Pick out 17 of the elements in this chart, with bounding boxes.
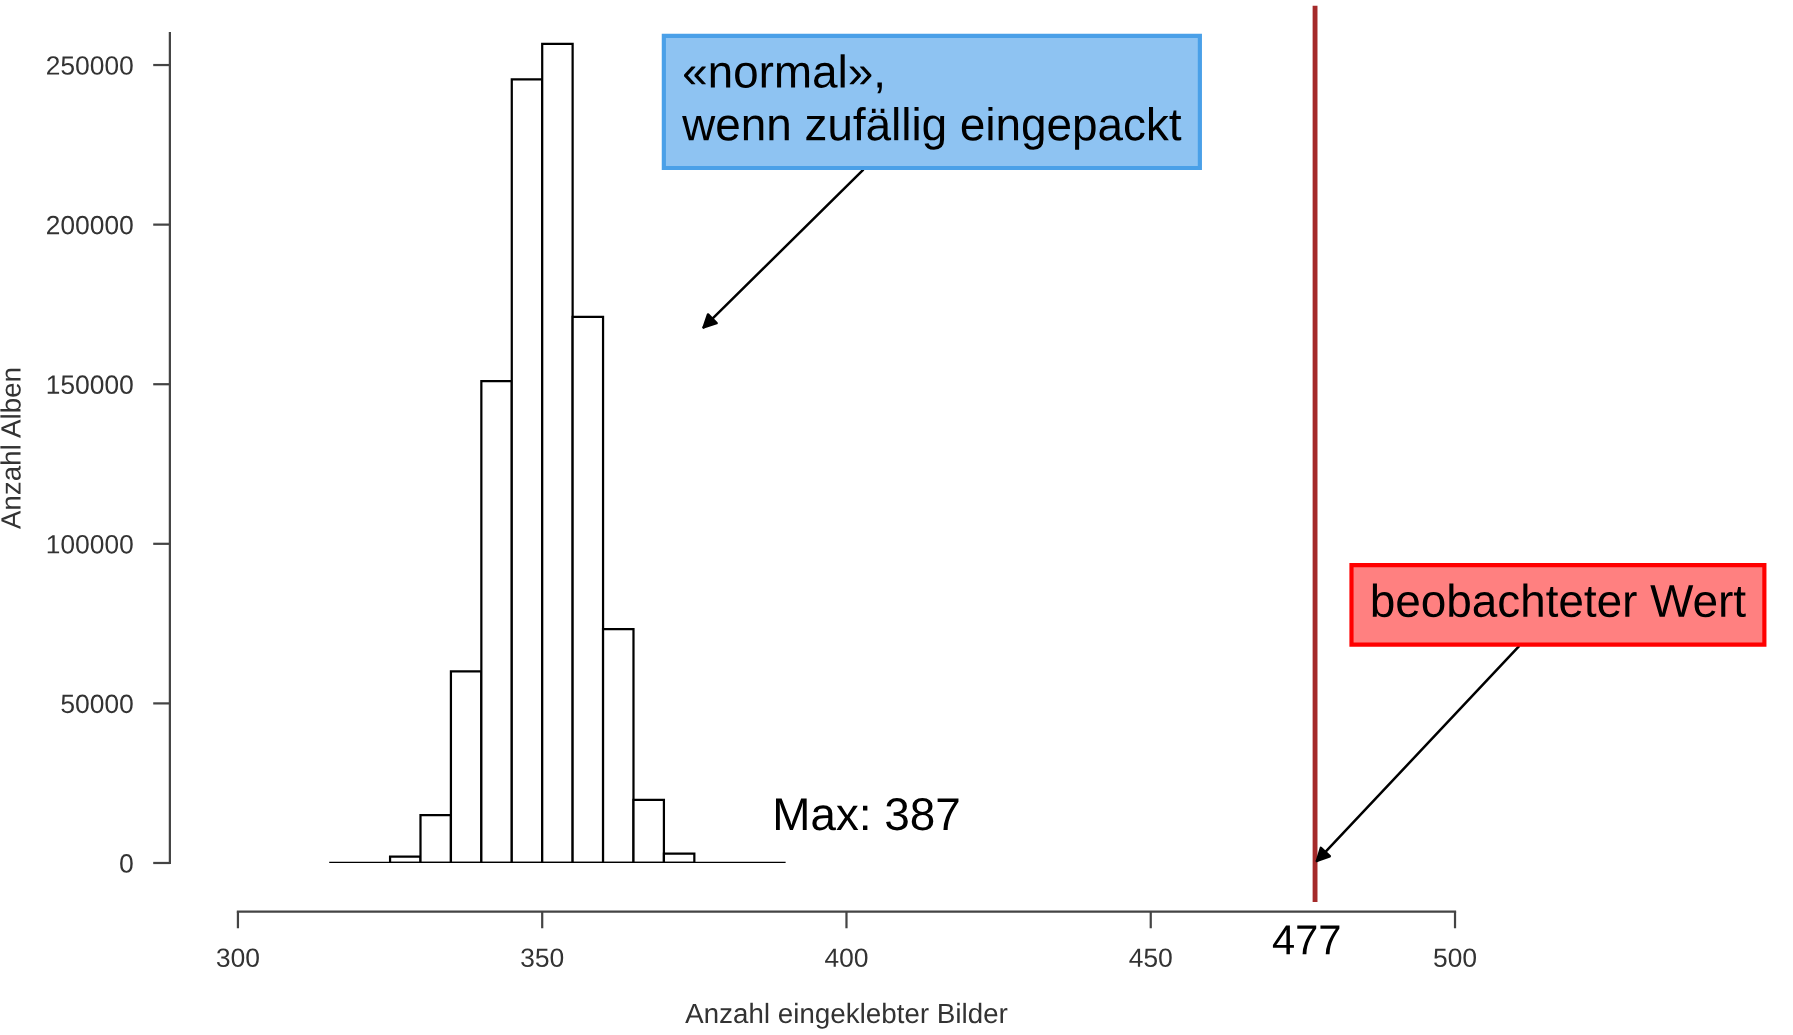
ref-line-label: 477	[1272, 925, 1340, 955]
x-tick-label: 450	[1129, 948, 1172, 968]
x-axis-title: Anzahl eingeklebter Bilder	[685, 1002, 1008, 1029]
y-axis-title: Anzahl Alben	[0, 368, 21, 530]
y-tick-label: 0	[120, 854, 133, 873]
annotation: Max: 387	[775, 798, 959, 831]
annotation: «normal», wenn zufällig eingepackt	[682, 54, 1182, 150]
x-tick-label: 300	[216, 948, 259, 968]
x-tick-label: 500	[1434, 948, 1476, 968]
x-tick-label: 400	[825, 948, 868, 968]
y-tick-label: 150000	[47, 375, 133, 395]
y-tick-label: 200000	[47, 215, 133, 235]
y-tick-label: 100000	[47, 534, 133, 554]
y-tick-label: 250000	[47, 56, 133, 75]
y-tick-label: 50000	[61, 694, 133, 714]
annotation: beobachteter Wert	[1372, 583, 1746, 618]
x-tick-label: 350	[521, 948, 564, 968]
